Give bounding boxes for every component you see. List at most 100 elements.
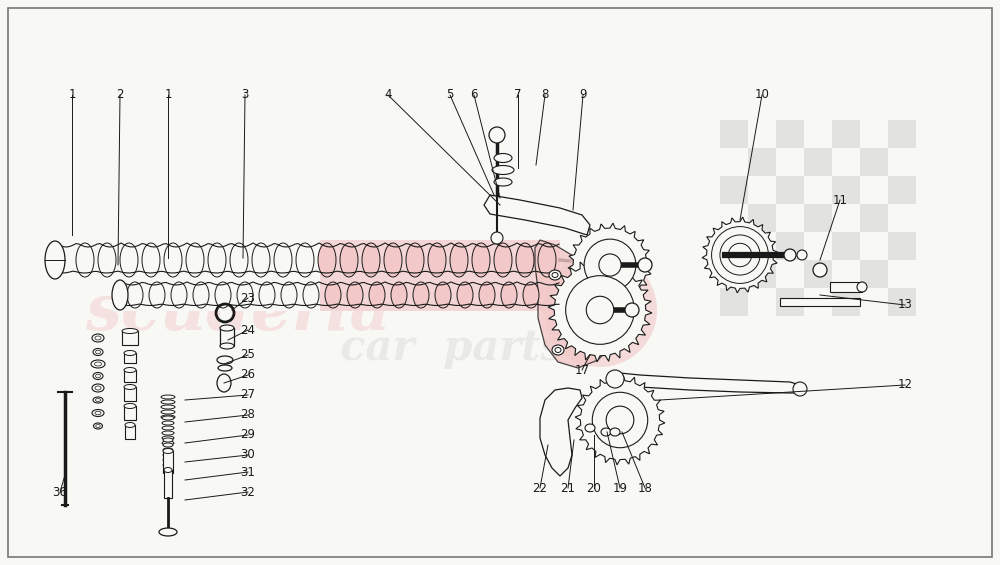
- Ellipse shape: [552, 345, 564, 355]
- Text: 27: 27: [240, 389, 256, 402]
- Ellipse shape: [362, 243, 380, 277]
- Ellipse shape: [159, 528, 177, 536]
- Text: 3: 3: [241, 89, 249, 102]
- Ellipse shape: [391, 282, 407, 308]
- Bar: [55, 240, 560, 280]
- Ellipse shape: [91, 360, 105, 368]
- Bar: [888, 232, 916, 260]
- Ellipse shape: [220, 325, 234, 331]
- Ellipse shape: [163, 453, 173, 457]
- Ellipse shape: [252, 243, 270, 277]
- Text: 30: 30: [241, 449, 255, 462]
- Text: 2: 2: [116, 89, 124, 102]
- Ellipse shape: [162, 426, 174, 430]
- Polygon shape: [548, 258, 652, 362]
- Circle shape: [793, 382, 807, 396]
- Bar: [804, 148, 832, 176]
- Circle shape: [566, 276, 634, 344]
- Ellipse shape: [217, 356, 233, 364]
- Ellipse shape: [163, 449, 173, 454]
- Bar: [163, 451, 173, 473]
- Text: 36: 36: [53, 485, 67, 498]
- Circle shape: [491, 232, 503, 244]
- Circle shape: [584, 239, 636, 291]
- Ellipse shape: [95, 386, 101, 390]
- Ellipse shape: [638, 258, 652, 272]
- Ellipse shape: [303, 282, 319, 308]
- Bar: [115, 279, 560, 311]
- Ellipse shape: [45, 241, 65, 279]
- Ellipse shape: [218, 365, 232, 371]
- Ellipse shape: [428, 243, 446, 277]
- Bar: [748, 204, 776, 232]
- Ellipse shape: [162, 421, 174, 425]
- Text: 1: 1: [68, 89, 76, 102]
- Ellipse shape: [122, 328, 138, 333]
- Text: car  parts: car parts: [340, 327, 564, 369]
- Ellipse shape: [162, 436, 174, 440]
- Ellipse shape: [237, 282, 253, 308]
- Bar: [748, 260, 776, 288]
- Bar: [720, 232, 748, 260]
- Ellipse shape: [171, 282, 187, 308]
- Ellipse shape: [325, 282, 341, 308]
- Circle shape: [606, 406, 634, 434]
- Bar: [320, 279, 560, 311]
- Text: 17: 17: [574, 363, 590, 376]
- Bar: [804, 204, 832, 232]
- Ellipse shape: [296, 243, 314, 277]
- Circle shape: [599, 254, 621, 276]
- Bar: [860, 148, 888, 176]
- Text: 24: 24: [240, 324, 256, 337]
- Ellipse shape: [784, 249, 796, 261]
- Ellipse shape: [220, 343, 234, 349]
- Ellipse shape: [96, 374, 100, 378]
- Text: 4: 4: [384, 89, 392, 102]
- Ellipse shape: [162, 441, 174, 445]
- Bar: [860, 204, 888, 232]
- Text: 9: 9: [579, 89, 587, 102]
- Ellipse shape: [610, 428, 620, 436]
- Text: 1: 1: [164, 89, 172, 102]
- Bar: [122, 331, 138, 345]
- Text: 22: 22: [532, 481, 548, 494]
- Ellipse shape: [163, 463, 173, 467]
- Polygon shape: [484, 195, 590, 235]
- Ellipse shape: [95, 411, 101, 415]
- Circle shape: [586, 296, 614, 324]
- Text: 26: 26: [240, 368, 256, 381]
- Ellipse shape: [164, 467, 172, 472]
- Bar: [888, 120, 916, 148]
- Ellipse shape: [112, 280, 128, 310]
- Ellipse shape: [472, 243, 490, 277]
- Ellipse shape: [124, 403, 136, 408]
- Ellipse shape: [92, 410, 104, 416]
- Ellipse shape: [369, 282, 385, 308]
- Bar: [888, 288, 916, 316]
- Bar: [832, 232, 860, 260]
- Text: 5: 5: [446, 89, 454, 102]
- Ellipse shape: [813, 263, 827, 277]
- Bar: [776, 288, 804, 316]
- Text: 21: 21: [560, 481, 576, 494]
- Ellipse shape: [163, 443, 173, 447]
- Circle shape: [489, 127, 505, 143]
- Text: 13: 13: [898, 298, 912, 311]
- Ellipse shape: [274, 243, 292, 277]
- Ellipse shape: [94, 362, 102, 366]
- Polygon shape: [608, 372, 800, 393]
- Bar: [125, 425, 135, 439]
- Bar: [776, 120, 804, 148]
- Ellipse shape: [538, 243, 556, 277]
- Bar: [780, 298, 860, 306]
- Bar: [720, 120, 748, 148]
- Text: 7: 7: [514, 89, 522, 102]
- Circle shape: [712, 227, 768, 284]
- Ellipse shape: [259, 282, 275, 308]
- Text: scuderia: scuderia: [85, 282, 391, 344]
- Ellipse shape: [384, 243, 402, 277]
- Text: 25: 25: [241, 349, 255, 362]
- Bar: [832, 120, 860, 148]
- Ellipse shape: [318, 243, 336, 277]
- Polygon shape: [702, 217, 778, 293]
